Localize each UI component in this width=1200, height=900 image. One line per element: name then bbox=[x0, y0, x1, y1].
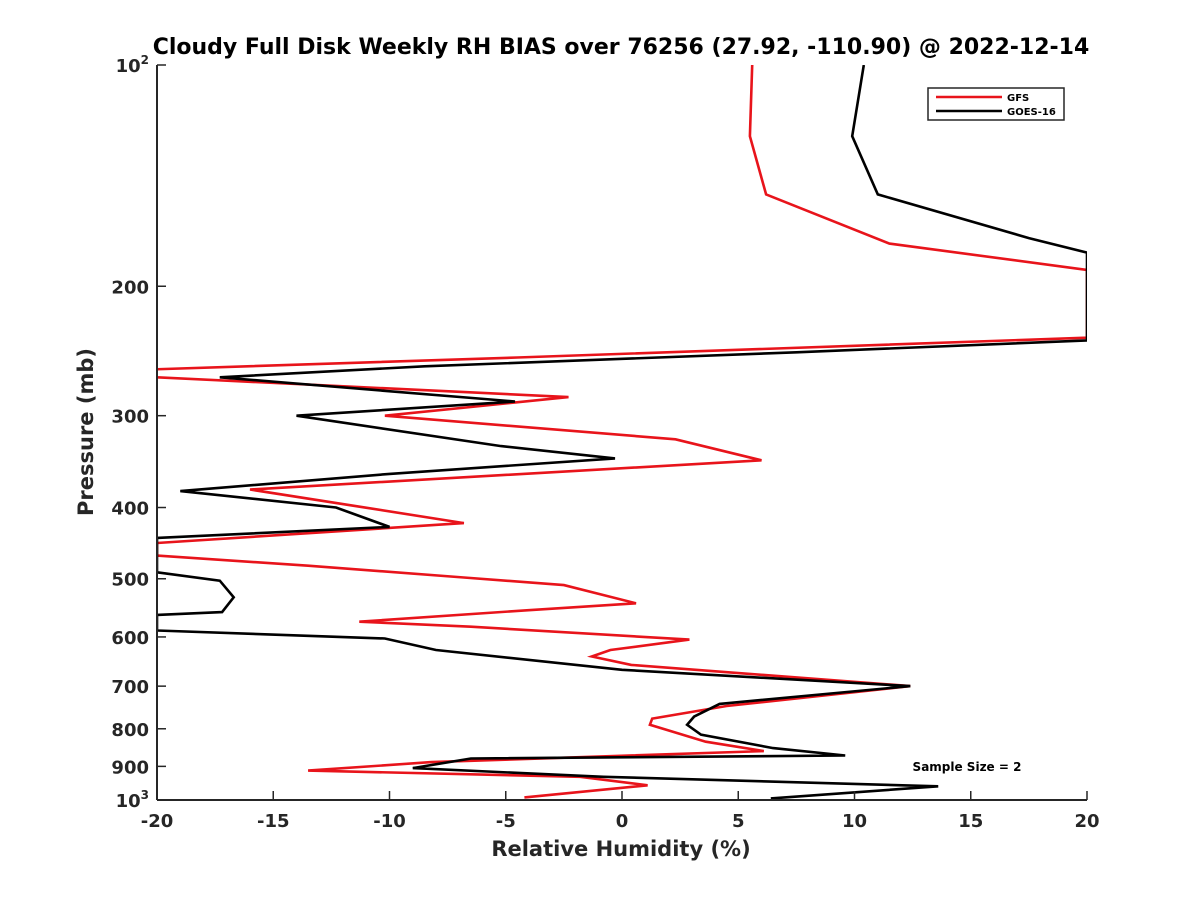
x-axis-label: Relative Humidity (%) bbox=[491, 837, 750, 861]
legend-box bbox=[927, 87, 1065, 121]
x-tick-label: 20 bbox=[1074, 811, 1099, 832]
x-tick-label: -20 bbox=[141, 811, 174, 832]
y-tick-label: 300 bbox=[111, 407, 149, 428]
legend-label-gfs: GFS bbox=[1007, 93, 1029, 104]
sample-size-annotation: Sample Size = 2 bbox=[913, 760, 1022, 774]
y-axis-label: Pressure (mb) bbox=[74, 348, 98, 516]
y-tick-label: 600 bbox=[111, 628, 149, 649]
y-tick-label: 200 bbox=[111, 277, 149, 298]
x-tick-label: 10 bbox=[842, 811, 867, 832]
series-line-gfs bbox=[157, 65, 1087, 799]
y-tick-label: 400 bbox=[111, 499, 149, 520]
y-tick-label: 700 bbox=[111, 677, 149, 698]
y-tick-label: 900 bbox=[111, 757, 149, 778]
x-tick-label: -5 bbox=[496, 811, 516, 832]
x-tick-label: 5 bbox=[732, 811, 745, 832]
chart-title: Cloudy Full Disk Weekly RH BIAS over 762… bbox=[153, 35, 1090, 60]
x-tick-label: 0 bbox=[616, 811, 629, 832]
x-tick-label: 15 bbox=[958, 811, 983, 832]
series-layer bbox=[157, 65, 1087, 800]
y-tick-label: 500 bbox=[111, 570, 149, 591]
series-line-goes16 bbox=[157, 65, 1087, 800]
x-tick-label: -10 bbox=[373, 811, 406, 832]
y-tick-label: 800 bbox=[111, 720, 149, 741]
legend-label-goes16: GOES-16 bbox=[1007, 107, 1056, 118]
x-tick-label: -15 bbox=[257, 811, 290, 832]
legend: GFS GOES-16 bbox=[927, 87, 1065, 121]
x-tick-group: -20 -15 -10 -5 0 5 10 15 20 bbox=[141, 791, 1100, 832]
